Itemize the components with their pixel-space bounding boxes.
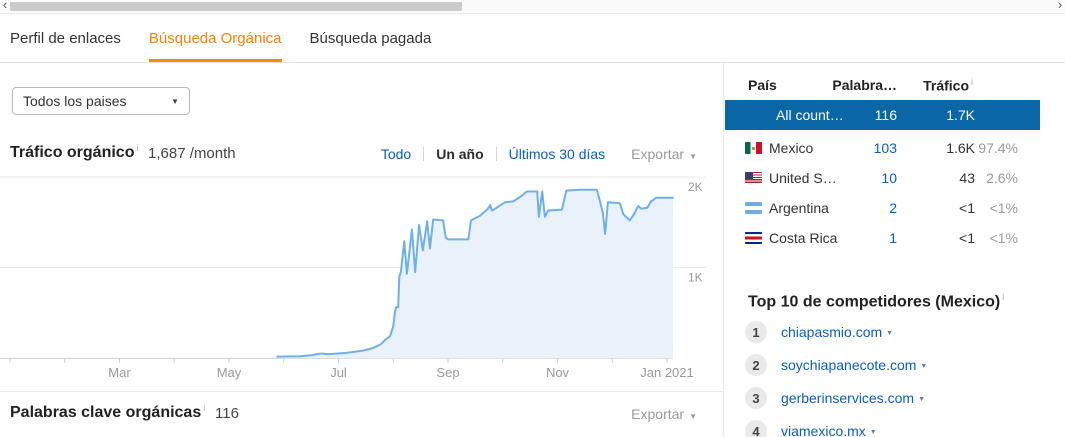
divider (423, 147, 425, 161)
info-icon: i (1002, 292, 1005, 302)
x-axis-label: Jan 2021 (640, 365, 694, 380)
rank-badge: 1 (745, 321, 767, 343)
tab-busqueda-pagada[interactable]: Búsqueda pagada (309, 29, 432, 47)
country-filter-value: Todos los paises (23, 93, 127, 109)
traffic-share: 97.4% (978, 140, 1018, 156)
chevron-down-icon: ▼ (689, 152, 697, 161)
column-header-palabras[interactable]: Palabra… (832, 77, 897, 93)
info-icon: i (203, 403, 206, 413)
export-button[interactable]: Exportar ▼ (631, 406, 697, 422)
country-name: United S… (769, 170, 837, 186)
chevron-down-icon: ▼ (689, 412, 697, 421)
traffic-value: 1,687 /month (148, 145, 236, 162)
scrollbar-thumb[interactable] (10, 2, 462, 11)
traffic-share: 2.6% (986, 170, 1018, 186)
keywords-value: 116 (874, 107, 897, 123)
rank-badge: 2 (745, 354, 767, 376)
chevron-down-icon: ▼ (920, 363, 928, 370)
x-axis-label: Jul (330, 365, 347, 380)
scroll-left-icon[interactable]: ‹ (2, 0, 8, 12)
table-row-united-states[interactable]: United S… 10 43 2.6% (725, 163, 1040, 193)
keywords-count: 116 (215, 405, 239, 422)
traffic-value: <1 (959, 200, 975, 216)
country-filter-select[interactable]: Todos los paises ▼ (12, 87, 190, 115)
chevron-down-icon: ▼ (918, 396, 925, 403)
rank-badge: 4 (745, 420, 767, 437)
country-name: All count… (776, 107, 844, 123)
info-icon: i (136, 143, 139, 153)
competitor-link-viamexico[interactable]: viamexico.mx ▼ (781, 423, 877, 437)
x-axis-label: Sep (436, 365, 459, 380)
country-name: Argentina (769, 200, 829, 216)
traffic-area (277, 189, 673, 359)
traffic-section-header: Tráfico orgánico i 1,687 /month Todo Un a… (10, 143, 710, 165)
united-states-flag-icon (745, 172, 762, 184)
traffic-line (276, 188, 674, 358)
traffic-share: <1% (989, 200, 1018, 216)
country-name: Mexico (769, 140, 814, 156)
range-link-ultimos-30-dias[interactable]: Últimos 30 días (508, 146, 606, 162)
countries-panel: País Palabra… Tráfico i All count… 116 1.… (724, 63, 1065, 437)
traffic-value: <1 (959, 230, 975, 246)
keywords-link[interactable]: 1 (889, 230, 897, 246)
divider (0, 391, 724, 392)
organic-traffic-chart[interactable]: 2K 1K Mar May Jul Sep Nov Jan 2021 (0, 175, 712, 387)
competitors-title: Top 10 de competidores (Mexico) i (748, 292, 1005, 311)
chevron-down-icon: ▼ (886, 330, 894, 337)
divider (495, 147, 497, 161)
scroll-right-icon[interactable]: › (1057, 0, 1063, 12)
traffic-share: <1% (989, 230, 1018, 246)
keywords-section-header: Palabras clave orgánicas i 116 Exportar ▼ (10, 403, 710, 425)
left-panel: Todos los paises ▼ Tráfico orgánico i 1,6… (0, 63, 724, 437)
keywords-section-title: Palabras clave orgánicas i (10, 403, 206, 422)
traffic-chart-svg: 2K 1K Mar May Jul Sep Nov Jan 2021 (0, 176, 706, 380)
traffic-value: 1.7K (946, 107, 975, 123)
y-axis-label: 1K (688, 271, 703, 285)
competitor-link-soychiapanecote[interactable]: soychiapanecote.com ▼ (781, 357, 928, 373)
traffic-value: 43 (959, 170, 975, 186)
tab-busqueda-organica[interactable]: Búsqueda Orgánica (148, 14, 282, 62)
traffic-section-title: Tráfico orgánico i (10, 143, 139, 162)
competitor-link-chiapasmio[interactable]: chiapasmio.com ▼ (781, 324, 894, 340)
competitor-link-gerberinservices[interactable]: gerberinservices.com ▼ (781, 390, 925, 406)
mexico-flag-icon (745, 142, 762, 154)
competitor-item: 4 viamexico.mx ▼ (745, 420, 1045, 437)
horizontal-scrollbar[interactable]: ‹ › (0, 0, 1065, 14)
tab-bar: Perfil de enlaces Búsqueda Orgánica Búsq… (0, 14, 1065, 63)
column-header-pais[interactable]: País (748, 77, 777, 93)
info-icon: i (971, 77, 973, 87)
x-axis-label: Mar (108, 365, 131, 380)
competitor-item: 1 chiapasmio.com ▼ (745, 321, 1045, 345)
countries-table-header: País Palabra… Tráfico i (724, 77, 1040, 97)
column-header-trafico[interactable]: Tráfico i (923, 77, 973, 94)
y-axis-label: 2K (688, 180, 703, 194)
costa-rica-flag-icon (745, 232, 762, 244)
table-row-mexico[interactable]: Mexico 103 1.6K 97.4% (725, 133, 1040, 163)
range-link-un-ano[interactable]: Un año (436, 146, 484, 162)
x-axis-label: May (217, 365, 242, 380)
country-name: Costa Rica (769, 230, 838, 246)
table-row-argentina[interactable]: Argentina 2 <1 <1% (725, 193, 1040, 223)
keywords-link[interactable]: 2 (889, 200, 897, 216)
range-link-todo[interactable]: Todo (380, 146, 412, 162)
chevron-down-icon: ▼ (171, 96, 179, 106)
keywords-link[interactable]: 10 (881, 170, 897, 186)
rank-badge: 3 (745, 387, 767, 409)
date-range-controls: Todo Un año Últimos 30 días Exportar ▼ (381, 146, 697, 162)
tab-perfil-de-enlaces[interactable]: Perfil de enlaces (10, 29, 121, 47)
x-axis-label: Nov (546, 365, 570, 380)
export-button[interactable]: Exportar ▼ (631, 146, 697, 162)
traffic-value: 1.6K (946, 140, 975, 156)
competitor-item: 3 gerberinservices.com ▼ (745, 387, 1045, 411)
keywords-link[interactable]: 103 (873, 140, 897, 156)
chevron-down-icon: ▼ (869, 429, 877, 436)
table-row-costa-rica[interactable]: Costa Rica 1 <1 <1% (725, 223, 1040, 253)
argentina-flag-icon (745, 202, 762, 214)
competitor-item: 2 soychiapanecote.com ▼ (745, 354, 1045, 378)
table-row-all-countries[interactable]: All count… 116 1.7K (725, 100, 1040, 130)
